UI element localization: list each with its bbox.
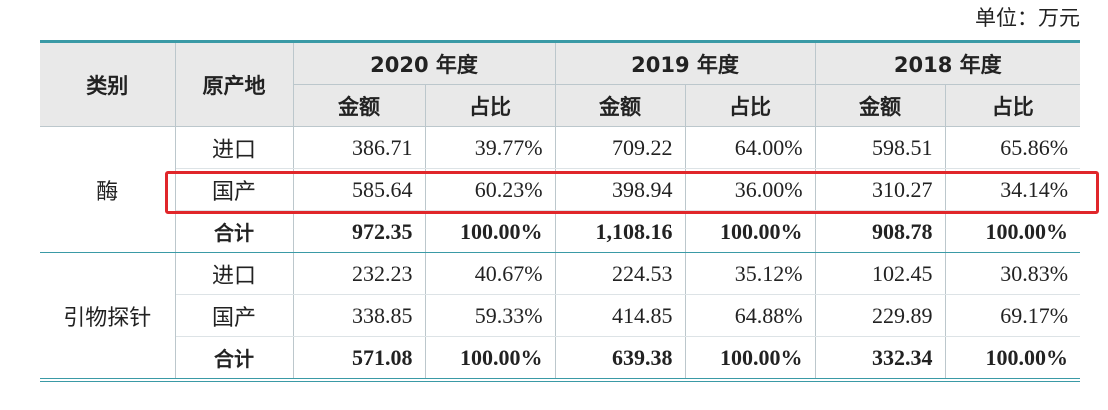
table-row: 引物探针 进口 232.23 40.67% 224.53 35.12% 102.45 30.8… <box>40 252 1081 381</box>
value-cell: 100.00% <box>424 210 556 253</box>
value-cell: 598.51 <box>814 126 946 169</box>
value-cell: 64.00% <box>684 126 816 169</box>
header-row: 类别 原产地 2020 年度 2019 年度 2018 年度 <box>40 41 1081 127</box>
table-row: 合计 571.08 100.00% 639.38 100.00% 332.34 100.00… <box>40 336 1081 381</box>
value-cell: 102.45 <box>814 252 946 295</box>
value-cell: 30.83% <box>944 252 1081 295</box>
value-cell: 35.12% <box>684 252 816 295</box>
origin-cell: 进口 <box>174 252 294 295</box>
value-cell: 414.85 <box>554 294 686 337</box>
value-cell: 100.00% <box>944 336 1081 381</box>
value-cell: 310.27 <box>814 168 946 211</box>
value-cell: 1,108.16 <box>554 210 686 253</box>
value-cell: 224.53 <box>554 252 686 295</box>
value-cell: 36.00% <box>684 168 816 211</box>
group-name: 引物探针 <box>40 252 176 381</box>
table-row: 合计 972.35 100.00% 1,108.16 100.00% 908.78 100.… <box>40 210 1081 253</box>
value-cell: 100.00% <box>424 336 556 381</box>
subheader: 占比 <box>684 84 816 127</box>
value-cell: 100.00% <box>684 210 816 253</box>
subheader: 金额 <box>293 84 426 127</box>
origin-cell: 合计 <box>175 210 294 253</box>
value-cell: 709.22 <box>554 126 686 169</box>
table-body: 酶进口 386.71 39.77% 709.22 64.00% 598.51 65.86% 国… <box>40 126 1081 381</box>
value-cell: 639.38 <box>554 336 686 381</box>
value-cell: 39.77% <box>424 126 556 169</box>
unit-note: 单位：万元 <box>975 6 1080 30</box>
year-header: 2019 年度 <box>554 41 816 85</box>
value-cell: 232.23 <box>292 252 426 295</box>
value-cell: 40.67% <box>424 252 556 295</box>
highlight-box <box>165 171 1099 214</box>
value-cell: 59.33% <box>424 294 556 337</box>
value-cell: 229.89 <box>814 294 946 337</box>
table-row: 酶进口 386.71 39.77% 709.22 64.00% 598.51 65.86% <box>40 126 1081 253</box>
table-header: 类别 原产地 2020 年度 2019 年度 2018 年度 金额 占比 金额 占比 金额 占比 <box>40 41 1081 127</box>
value-cell: 65.86% <box>944 126 1081 169</box>
value-cell: 64.88% <box>684 294 816 337</box>
origin-cell: 国产 <box>175 168 294 211</box>
value-cell: 338.85 <box>292 294 426 337</box>
year-header: 2020 年度 <box>292 41 556 85</box>
data-table: 类别 原产地 2020 年度 2019 年度 2018 年度 金额 占比 金额 占比 金额 占比 酶… <box>40 40 1081 382</box>
value-cell: 585.64 <box>292 168 426 211</box>
header-cell: 类别 <box>40 41 176 127</box>
subheader: 占比 <box>944 84 1081 127</box>
value-cell: 972.35 <box>292 210 426 253</box>
subheader: 占比 <box>424 84 556 127</box>
value-cell: 60.23% <box>424 168 556 211</box>
table-row: 国产 338.85 59.33% 414.85 64.88% 229.89 69.17% <box>40 294 1081 337</box>
year-header: 2018 年度 <box>814 41 1081 85</box>
header-cell: 原产地 <box>174 41 294 127</box>
value-cell: 34.14% <box>944 168 1081 211</box>
subheader: 金额 <box>814 84 946 127</box>
group-name: 酶 <box>40 126 176 253</box>
origin-cell: 合计 <box>175 336 294 381</box>
value-cell: 332.34 <box>814 336 946 381</box>
origin-cell: 国产 <box>175 294 294 337</box>
value-cell: 571.08 <box>292 336 426 381</box>
value-cell: 386.71 <box>292 126 426 169</box>
value-cell: 908.78 <box>814 210 946 253</box>
origin-cell: 进口 <box>174 126 294 169</box>
value-cell: 100.00% <box>944 210 1081 253</box>
value-cell: 69.17% <box>944 294 1081 337</box>
header-row: 金额 占比 金额 占比 金额 占比 <box>40 84 1081 127</box>
table-row: 国产 585.64 60.23% 398.94 36.00% 310.27 34.14% <box>40 168 1081 211</box>
value-cell: 100.00% <box>684 336 816 381</box>
subheader: 金额 <box>554 84 686 127</box>
value-cell: 398.94 <box>554 168 686 211</box>
